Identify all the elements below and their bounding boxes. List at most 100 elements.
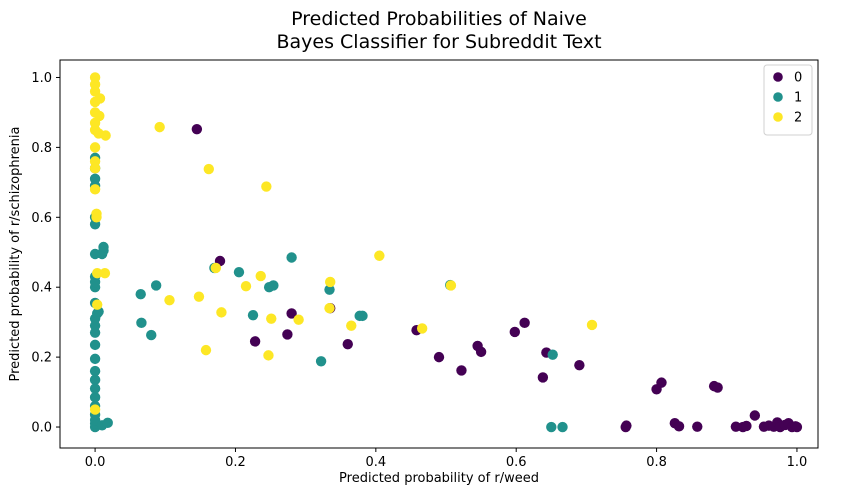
data-point-series-0 [456, 365, 467, 376]
data-point-series-1 [357, 310, 368, 322]
data-point-series-2 [89, 404, 101, 415]
y-axis: 0.0 0.2 0.4 0.6 0.8 1.0 [31, 71, 60, 436]
data-point-series-1 [89, 339, 101, 351]
legend-marker-2 [773, 112, 783, 122]
y-tick-label: 1.0 [31, 71, 52, 86]
legend-marker-0 [773, 72, 783, 82]
data-point-series-2 [91, 208, 102, 220]
x-tick-label: 0.2 [225, 455, 246, 470]
data-point-series-2 [94, 93, 106, 104]
data-point-series-1 [557, 421, 568, 433]
x-tick-label: 0.6 [506, 455, 527, 470]
data-point-series-1 [247, 309, 259, 321]
data-point-series-0 [574, 359, 585, 371]
data-point-series-2 [293, 314, 304, 325]
data-point-series-1 [546, 421, 557, 433]
data-point-series-2 [99, 268, 111, 279]
data-point-series-2 [200, 344, 212, 356]
data-point-series-0 [741, 420, 752, 432]
data-point-series-1 [102, 417, 113, 429]
data-point-series-2 [89, 156, 101, 167]
data-point-series-2 [89, 72, 101, 83]
data-point-series-0 [537, 372, 549, 383]
data-point-series-1 [268, 280, 279, 291]
data-point-series-1 [547, 349, 558, 360]
x-tick-label: 1.0 [787, 455, 808, 470]
y-tick-label: 0.8 [31, 141, 52, 156]
plot-frame [59, 59, 819, 449]
y-tick-label: 0.0 [31, 421, 52, 436]
data-point-series-1 [233, 266, 245, 278]
legend-label-2: 2 [794, 111, 802, 126]
data-point-series-2 [261, 181, 272, 192]
data-point-series-2 [91, 299, 103, 310]
points-layer [89, 72, 803, 433]
data-point-series-1 [89, 383, 101, 394]
data-point-series-2 [346, 320, 357, 331]
data-point-series-2 [586, 319, 598, 331]
chart-title-line: Predicted Probabilities of Naive [291, 8, 587, 30]
data-point-series-1 [98, 241, 109, 253]
y-axis-label: Predicted probability of r/schizophrenia [8, 127, 23, 382]
data-point-series-1 [135, 288, 146, 300]
x-axis-label: Predicted probability of r/weed [339, 471, 539, 486]
legend-box [763, 64, 813, 136]
data-point-series-2 [210, 262, 222, 274]
data-point-series-1 [89, 365, 101, 377]
data-point-series-0 [749, 410, 761, 421]
data-point-series-2 [255, 270, 266, 282]
data-point-series-0 [519, 317, 530, 329]
data-point-series-2 [325, 276, 336, 288]
data-point-series-2 [266, 313, 277, 324]
data-point-series-2 [374, 250, 385, 261]
data-point-series-2 [100, 130, 111, 141]
data-point-series-0 [509, 326, 520, 338]
data-point-series-1 [136, 317, 147, 329]
data-point-series-0 [249, 336, 261, 347]
data-point-series-1 [89, 392, 101, 403]
data-point-series-2 [89, 142, 101, 153]
legend-marker-1 [773, 92, 783, 102]
data-point-series-1 [324, 284, 335, 295]
data-point-series-1 [286, 252, 297, 263]
data-point-series-2 [240, 280, 252, 292]
data-point-series-2 [89, 184, 101, 195]
data-point-series-0 [286, 308, 297, 319]
y-tick-label: 0.4 [31, 281, 52, 296]
data-point-series-2 [94, 110, 105, 122]
y-tick-label: 0.2 [31, 351, 52, 366]
data-point-series-2 [416, 323, 428, 334]
x-tick-label: 0.8 [646, 455, 667, 470]
data-point-series-2 [263, 350, 274, 361]
data-point-series-2 [164, 294, 175, 306]
data-point-series-0 [712, 382, 723, 393]
legend-label-1: 1 [794, 91, 802, 106]
data-point-series-2 [91, 268, 103, 279]
legend-label-0: 0 [794, 71, 802, 86]
data-point-series-1 [89, 173, 101, 185]
data-point-series-0 [191, 124, 203, 135]
x-tick-label: 0.4 [365, 455, 386, 470]
data-point-series-2 [216, 307, 227, 318]
data-point-series-1 [89, 374, 101, 386]
data-point-series-2 [324, 302, 335, 314]
data-point-series-1 [315, 356, 327, 367]
data-point-series-0 [621, 420, 632, 431]
data-point-series-0 [282, 329, 293, 340]
x-axis: 0.0 0.2 0.4 0.6 0.8 1.0 [85, 448, 808, 470]
data-point-series-0 [656, 377, 667, 388]
data-point-series-0 [673, 421, 685, 432]
data-point-series-0 [475, 346, 487, 358]
x-tick-label: 0.0 [85, 455, 106, 470]
data-point-series-2 [193, 291, 205, 302]
data-point-series-1 [89, 353, 101, 365]
data-point-series-0 [791, 421, 803, 433]
data-point-series-1 [150, 280, 162, 291]
data-point-series-0 [433, 351, 445, 363]
data-point-series-0 [342, 338, 353, 350]
data-point-series-2 [154, 121, 165, 133]
legend: 0 1 2 [763, 64, 813, 136]
data-point-series-2 [203, 163, 214, 175]
